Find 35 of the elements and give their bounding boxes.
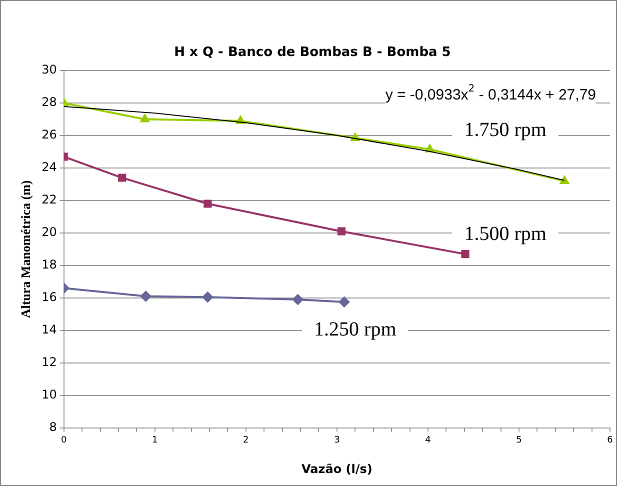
y-tick-label: 14 — [42, 322, 57, 337]
point — [337, 227, 346, 236]
x-tick-label: 1 — [152, 436, 158, 446]
y-tick-label: 24 — [42, 160, 57, 174]
y-tick-label: 16 — [42, 290, 57, 304]
point — [140, 114, 150, 122]
y-tick-label: 30 — [42, 62, 57, 77]
series-label: 1.500 rpm — [464, 222, 547, 245]
x-tick-label: 5 — [516, 436, 522, 446]
point — [140, 290, 152, 302]
point — [204, 200, 212, 208]
point — [292, 294, 304, 306]
y-tick-label: 18 — [42, 258, 57, 272]
y-axis-title: Altura Manométrica (m) — [18, 180, 34, 318]
y-tick-label: 12 — [42, 354, 57, 369]
y-tick-label: 28 — [42, 95, 57, 110]
point — [560, 176, 570, 184]
x-tick-label: 6 — [607, 436, 614, 446]
point — [461, 250, 470, 258]
series-label: 1.250 rpm — [314, 318, 397, 341]
x-tick-label: 3 — [334, 436, 340, 446]
point — [202, 292, 214, 303]
x-tick-label: 2 — [243, 436, 249, 446]
point — [118, 174, 126, 182]
y-tick-label: 8 — [49, 420, 57, 434]
x-tick-label: 0 — [61, 436, 67, 446]
x-axis-title: Vazão (l/s) — [302, 462, 372, 476]
x-tick-label: 4 — [425, 436, 432, 446]
y-tick-label: 10 — [42, 387, 57, 402]
y-tick-label: 20 — [42, 225, 57, 240]
y-tick-label: 26 — [42, 128, 57, 142]
chart-title: H x Q - Banco de Bombas B - Bomba 5 — [174, 45, 451, 60]
series-label: 1.750 rpm — [464, 118, 547, 141]
y-tick-label: 22 — [42, 192, 57, 207]
point — [338, 296, 350, 308]
